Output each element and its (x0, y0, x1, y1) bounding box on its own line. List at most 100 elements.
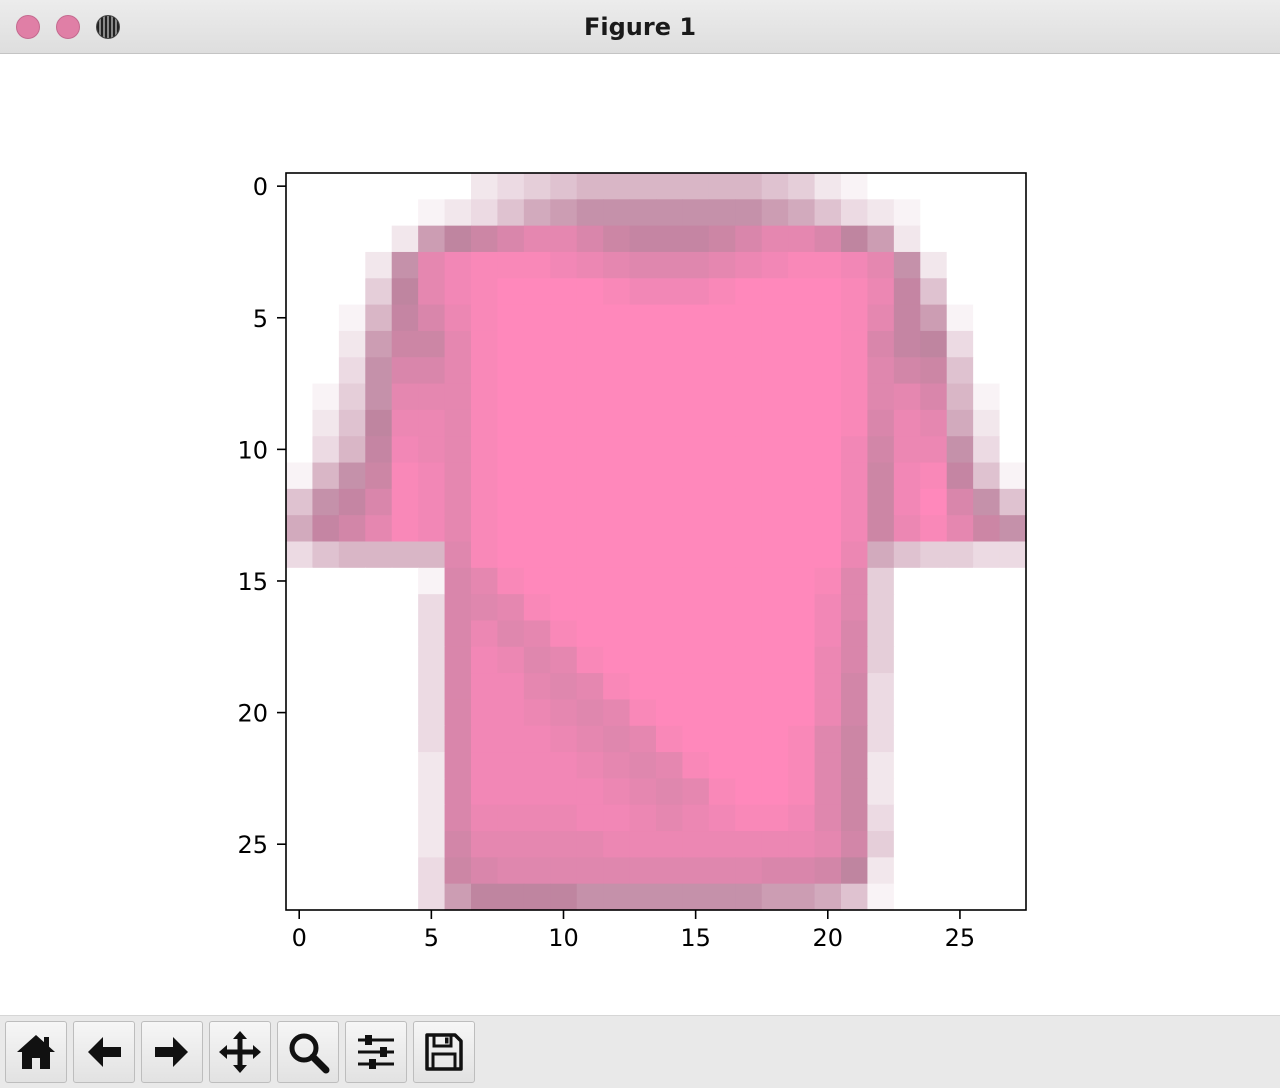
heatmap-cell (338, 883, 366, 911)
heatmap-cell (286, 567, 314, 595)
heatmap-cell (629, 567, 657, 595)
heatmap-cell (286, 409, 314, 437)
heatmap-cell (893, 251, 921, 279)
heatmap-cell (788, 225, 816, 253)
heatmap-cell (708, 699, 736, 727)
heatmap-cell (893, 857, 921, 885)
heatmap-cell (761, 646, 789, 674)
heatmap-cell (418, 699, 446, 727)
heatmap-cell (788, 436, 816, 464)
heatmap-cell (471, 330, 499, 358)
axes-frame (285, 172, 1027, 911)
heatmap-cell (761, 357, 789, 385)
heatmap-cell (946, 515, 974, 543)
heatmap-cell (497, 699, 525, 727)
heatmap-cell (629, 173, 657, 200)
heatmap-cell (391, 857, 419, 885)
heatmap-cell (946, 646, 974, 674)
heatmap-cell (550, 462, 578, 490)
heatmap-cell (893, 199, 921, 227)
heatmap-cell (312, 883, 340, 911)
heatmap-cell (841, 725, 869, 753)
heatmap-cell (999, 330, 1027, 358)
heatmap-cell (656, 330, 684, 358)
heatmap-cell (946, 278, 974, 306)
heatmap-cell (788, 567, 816, 595)
heatmap-cell (523, 515, 551, 543)
heatmap-cell (682, 278, 710, 306)
back-button[interactable] (73, 1021, 135, 1083)
heatmap-cell (946, 831, 974, 858)
heatmap-cell (867, 488, 895, 516)
heatmap-cell (761, 462, 789, 490)
heatmap-cell (365, 515, 393, 543)
heatmap-cell (365, 567, 393, 595)
heatmap-cell (999, 304, 1027, 332)
heatmap-cell (338, 330, 366, 358)
zoom-button[interactable] (277, 1021, 339, 1083)
heatmap-cell (629, 725, 657, 753)
heatmap-cell (735, 488, 763, 516)
heatmap-cell (629, 646, 657, 674)
heatmap-cell (867, 462, 895, 490)
heatmap-cell (365, 251, 393, 279)
heatmap-cell (788, 804, 816, 832)
heatmap-cell (893, 725, 921, 753)
forward-button[interactable] (141, 1021, 203, 1083)
heatmap-cell (338, 699, 366, 727)
heatmap-cell (523, 594, 551, 622)
heatmap-cell (391, 725, 419, 753)
heatmap-cell (523, 278, 551, 306)
heatmap-cell (286, 383, 314, 411)
heatmap-cell (735, 304, 763, 332)
heatmap-cell (656, 173, 684, 200)
zoom-window-button[interactable] (96, 15, 120, 39)
heatmap-cell (973, 725, 1001, 753)
heatmap-cell (893, 357, 921, 385)
pan-button[interactable] (209, 1021, 271, 1083)
heatmap-cell (999, 462, 1027, 490)
heatmap-cell (497, 541, 525, 569)
figure-canvas[interactable]: 0 5 10 15 20 25 0 5 10 15 20 25 (0, 55, 1280, 1015)
heatmap-cell (682, 673, 710, 701)
save-button[interactable] (413, 1021, 475, 1083)
heatmap-cell (523, 620, 551, 648)
heatmap-cell (920, 225, 948, 253)
heatmap-cell (312, 725, 340, 753)
heatmap-cell (920, 383, 948, 411)
heatmap-cell (550, 699, 578, 727)
heatmap-cell (814, 251, 842, 279)
configure-subplots-button[interactable] (345, 1021, 407, 1083)
heatmap-cell (497, 409, 525, 437)
heatmap-cell (867, 304, 895, 332)
heatmap-cell (814, 515, 842, 543)
heatmap-cell (365, 330, 393, 358)
heatmap-cell (708, 541, 736, 569)
heatmap-cell (338, 594, 366, 622)
heatmap-cell (550, 541, 578, 569)
heatmap-cell (523, 488, 551, 516)
heatmap-cell (391, 646, 419, 674)
heatmap-cell (391, 251, 419, 279)
heatmap-chart[interactable]: 0 5 10 15 20 25 0 5 10 15 20 25 (0, 55, 1280, 1015)
heatmap-cell (682, 357, 710, 385)
heatmap-cell (920, 594, 948, 622)
heatmap-cell (286, 515, 314, 543)
heatmap-cell (893, 804, 921, 832)
heatmap-cell (761, 857, 789, 885)
close-window-button[interactable] (16, 15, 40, 39)
heatmap-cell (867, 699, 895, 727)
heatmap-cell (418, 857, 446, 885)
heatmap-cell (682, 620, 710, 648)
heatmap-cell (629, 383, 657, 411)
heatmap-cell (682, 462, 710, 490)
heatmap-cell (391, 567, 419, 595)
minimize-window-button[interactable] (56, 15, 80, 39)
heatmap-cell (946, 541, 974, 569)
heatmap-cell (999, 883, 1027, 911)
home-button[interactable] (5, 1021, 67, 1083)
heatmap-cell (920, 857, 948, 885)
heatmap-cell (867, 673, 895, 701)
heatmap-cell (603, 699, 631, 727)
heatmap-cell (893, 304, 921, 332)
